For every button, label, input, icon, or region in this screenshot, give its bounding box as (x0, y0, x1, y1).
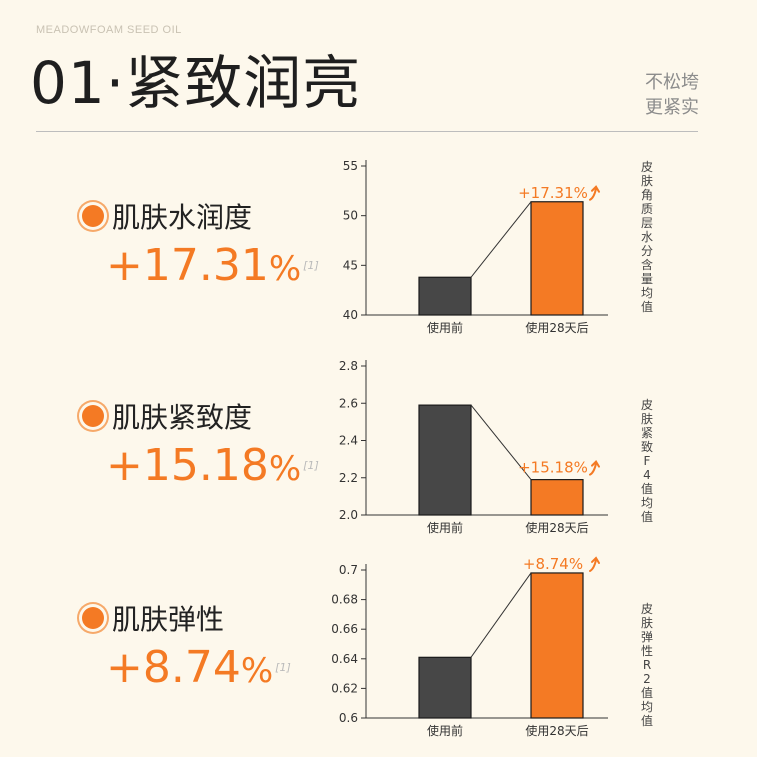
tagline-line-1: 不松垮 (645, 72, 699, 93)
y-tick-label: 2.4 (339, 434, 358, 448)
y-tick-label: 50 (343, 209, 358, 223)
y-tick-label: 45 (343, 258, 358, 272)
metric-moisture: 肌肤水润度 +17.31% [1] (80, 196, 319, 295)
y-tick-label: 0.6 (339, 711, 358, 725)
y-tick-label: 0.66 (331, 622, 358, 636)
connector-line (470, 572, 532, 658)
x-category-label: 使用28天后 (525, 723, 588, 738)
page-title: 01·紧致润亮 (30, 49, 362, 117)
x-category-label: 使用28天后 (525, 320, 588, 335)
x-category-label: 使用28天后 (525, 520, 588, 535)
y-tick-label: 55 (343, 159, 358, 173)
metric-firmness: 肌肤紧致度 +15.18% [1] (80, 396, 319, 495)
bar-after (530, 572, 584, 719)
metric-value: +17.31 (106, 240, 269, 291)
brand-label: MEADOWFOAM SEED OIL (36, 24, 182, 36)
up-arrow-icon (589, 459, 600, 476)
metric-name: 肌肤弹性 (112, 603, 225, 636)
bar-before (418, 276, 472, 316)
y-tick-label: 2.2 (339, 471, 358, 485)
metric-unit: % (268, 249, 302, 289)
y-tick-label: 0.68 (331, 593, 358, 607)
metric-unit: % (268, 449, 302, 489)
connector-line (470, 201, 532, 278)
metric-name: 肌肤紧致度 (112, 401, 253, 434)
x-category-label: 使用前 (427, 723, 463, 738)
y-axis-label: 皮肤紧致F4值均值 (640, 398, 653, 524)
bar-before (418, 656, 472, 719)
tagline: 不松垮 更紧实 (645, 70, 699, 120)
change-annotation: +17.31% (518, 184, 588, 202)
bar-before (418, 404, 472, 516)
change-annotation: +15.18% (518, 459, 588, 477)
orange-dot-icon (82, 405, 104, 427)
metric-reference: [1] (303, 259, 319, 272)
x-category-label: 使用前 (427, 520, 463, 535)
change-annotation: +8.74% (523, 555, 583, 573)
y-tick-label: 0.7 (339, 563, 358, 577)
y-tick-label: 2.6 (339, 396, 358, 410)
header-divider (36, 131, 698, 132)
y-tick-label: 2.0 (339, 508, 358, 522)
connector-line (470, 404, 532, 480)
y-axis-label: 皮肤弹性R2值均值 (640, 602, 653, 728)
y-tick-label: 2.8 (339, 359, 358, 373)
metric-name: 肌肤水润度 (112, 201, 253, 234)
x-category-label: 使用前 (427, 320, 463, 335)
orange-dot-icon (82, 607, 104, 629)
metric-value: +15.18 (106, 440, 269, 491)
y-tick-label: 0.62 (331, 681, 358, 695)
bar-after (530, 201, 584, 316)
up-arrow-icon (589, 185, 600, 201)
bar-after (530, 479, 584, 516)
metric-unit: % (240, 651, 274, 691)
y-tick-label: 0.64 (331, 652, 358, 666)
metric-reference: [1] (303, 459, 319, 472)
orange-dot-icon (82, 205, 104, 227)
metric-value: +8.74 (106, 642, 241, 693)
y-tick-label: 40 (343, 308, 358, 322)
metric-reference: [1] (275, 661, 291, 674)
metric-elasticity: 肌肤弹性 +8.74% [1] (80, 598, 291, 697)
tagline-line-2: 更紧实 (645, 97, 699, 118)
up-arrow-icon (589, 556, 600, 572)
y-axis-label: 皮肤角质层水分含量均值 (640, 160, 653, 314)
